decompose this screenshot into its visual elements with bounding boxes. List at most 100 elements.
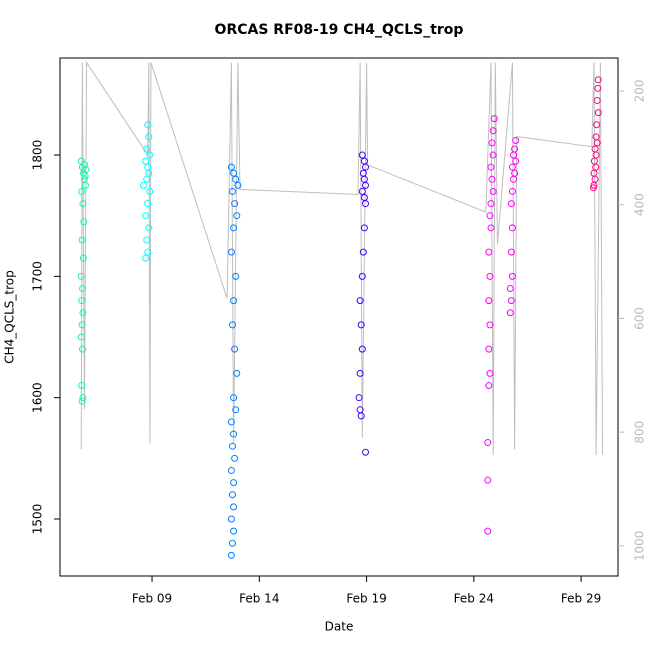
data-point (359, 248, 367, 256)
data-point (230, 527, 238, 535)
data-point (82, 166, 90, 174)
data-point (592, 151, 600, 159)
x-tick-label: Feb 29 (561, 592, 601, 606)
data-point (355, 394, 363, 402)
data-point (485, 297, 493, 305)
data-point (590, 181, 598, 189)
y-tick-label: 1600 (31, 382, 45, 413)
data-point (231, 454, 239, 462)
data-point (231, 200, 239, 208)
data-point (361, 163, 369, 171)
data-point (78, 397, 86, 405)
data-point (227, 551, 235, 559)
data-point (356, 369, 364, 377)
data-point (144, 121, 152, 129)
data-point (506, 284, 514, 292)
data-point (591, 145, 599, 153)
data-point (488, 175, 496, 183)
data-point (486, 272, 494, 280)
data-point (230, 430, 238, 438)
data-point (490, 115, 498, 123)
data-point (358, 345, 366, 353)
x-tick-label: Feb 24 (454, 592, 494, 606)
data-point (358, 187, 366, 195)
data-point (142, 212, 150, 220)
data-point (357, 321, 365, 329)
data-point (232, 175, 240, 183)
data-point (146, 151, 154, 159)
data-point (144, 200, 152, 208)
x-tick-label: Feb 19 (346, 592, 386, 606)
data-point (230, 394, 238, 402)
y-axis-label: CH4_QCLS_trop (3, 270, 17, 364)
data-point (144, 163, 152, 171)
data-point (232, 272, 240, 280)
data-point (227, 466, 235, 474)
data-point (357, 412, 365, 420)
data-point (227, 248, 235, 256)
data-point (360, 194, 368, 202)
data-point (78, 236, 86, 244)
data-point (78, 382, 86, 390)
data-point (358, 272, 366, 280)
data-point (143, 175, 151, 183)
data-point (488, 139, 496, 147)
data-point (79, 284, 87, 292)
data-point (489, 151, 497, 159)
data-point (227, 418, 235, 426)
data-point (78, 321, 86, 329)
data-point (489, 127, 497, 135)
data-point (79, 254, 87, 262)
data-point (360, 175, 368, 183)
data-point (593, 96, 601, 104)
data-point (143, 236, 151, 244)
data-point (142, 157, 150, 165)
data-point (590, 184, 598, 192)
data-point (230, 169, 238, 177)
y2-tick-label: 400 (633, 193, 647, 216)
data-point (82, 181, 90, 189)
data-point (484, 527, 492, 535)
y-tick-label: 1500 (31, 504, 45, 535)
data-point (361, 448, 369, 456)
data-point (485, 248, 493, 256)
data-point (512, 136, 520, 144)
data-point (594, 84, 602, 92)
data-point (230, 503, 238, 511)
data-point (593, 121, 601, 129)
data-point (228, 442, 236, 450)
data-point (593, 139, 601, 147)
data-point (231, 345, 239, 353)
data-point (77, 333, 85, 341)
data-point (507, 297, 515, 305)
data-point (228, 187, 236, 195)
data-point (228, 539, 236, 547)
data-point (508, 224, 516, 232)
data-point (228, 321, 236, 329)
data-point (146, 187, 154, 195)
y2-tick-label: 200 (633, 80, 647, 103)
data-line (80, 60, 604, 455)
data-point (80, 218, 88, 226)
data-point (485, 345, 493, 353)
data-point (594, 76, 602, 84)
data-point (358, 151, 366, 159)
y2-tick-label: 600 (633, 307, 647, 330)
data-point (361, 200, 369, 208)
data-point (360, 157, 368, 165)
data-point (590, 169, 598, 177)
data-point (484, 476, 492, 484)
y-tick-label: 1700 (31, 261, 45, 292)
data-point (79, 345, 87, 353)
data-point (486, 369, 494, 377)
x-axis-label: Date (325, 620, 354, 634)
data-point (145, 224, 153, 232)
data-point (592, 163, 600, 171)
data-point (139, 181, 147, 189)
data-point (145, 169, 153, 177)
plot-frame (59, 57, 619, 577)
data-point (594, 109, 602, 117)
data-point (227, 163, 235, 171)
data-point (510, 151, 518, 159)
